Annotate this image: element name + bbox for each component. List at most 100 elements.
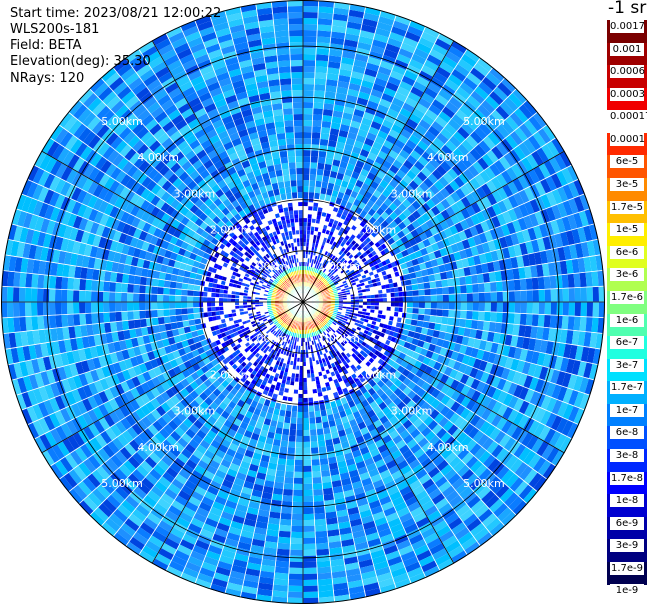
range-gate bbox=[420, 192, 431, 203]
range-gate bbox=[303, 90, 314, 97]
range-gate bbox=[327, 286, 332, 290]
range-gate bbox=[316, 30, 332, 38]
range-gate bbox=[520, 302, 527, 314]
range-gate bbox=[340, 246, 346, 253]
range-gate bbox=[345, 27, 361, 36]
range-gate bbox=[412, 108, 425, 119]
range-gate bbox=[342, 280, 347, 285]
range-gate bbox=[320, 283, 325, 287]
range-gate bbox=[320, 232, 326, 238]
range-gate bbox=[327, 182, 335, 190]
range-gate bbox=[430, 76, 445, 89]
range-gate bbox=[394, 302, 399, 307]
range-gate bbox=[379, 10, 396, 21]
range-gate bbox=[376, 104, 389, 114]
range-gate bbox=[313, 488, 324, 496]
range-gate bbox=[322, 268, 327, 273]
range-gate bbox=[318, 199, 325, 205]
range-gate bbox=[450, 202, 461, 214]
range-gate bbox=[364, 68, 378, 78]
range-gate bbox=[335, 253, 341, 259]
range-gate bbox=[496, 302, 503, 313]
range-gate bbox=[355, 160, 365, 169]
range-gate bbox=[348, 126, 359, 135]
range-gate bbox=[477, 81, 493, 96]
range-gate bbox=[306, 230, 311, 235]
range-gate bbox=[484, 166, 496, 180]
range-gate bbox=[442, 172, 454, 184]
range-gate bbox=[408, 58, 424, 71]
range-gate bbox=[274, 475, 285, 484]
range-gate bbox=[332, 206, 339, 213]
range-gate bbox=[331, 25, 347, 34]
range-gate bbox=[303, 389, 308, 394]
range-gate bbox=[573, 272, 581, 288]
range-gate bbox=[347, 259, 353, 265]
range-gate bbox=[330, 122, 341, 130]
range-gate bbox=[320, 132, 330, 140]
range-gate bbox=[556, 288, 563, 302]
range-gate bbox=[332, 110, 344, 119]
range-gate bbox=[436, 66, 451, 79]
range-gate bbox=[322, 224, 328, 230]
range-gate bbox=[328, 248, 333, 254]
range-gate bbox=[333, 280, 338, 284]
range-gate bbox=[353, 59, 367, 69]
range-gate bbox=[466, 310, 473, 320]
range-gate bbox=[303, 238, 307, 243]
range-gate bbox=[358, 187, 367, 197]
range-gate bbox=[434, 115, 448, 128]
range-gate bbox=[586, 286, 593, 302]
range-gate bbox=[303, 156, 311, 163]
range-gate bbox=[487, 132, 501, 146]
range-gate bbox=[500, 138, 514, 153]
range-gate bbox=[455, 86, 471, 100]
range-gate bbox=[445, 101, 459, 114]
range-gate bbox=[343, 143, 354, 152]
range-gate bbox=[389, 102, 402, 113]
range-gate bbox=[297, 411, 303, 418]
range-gate bbox=[324, 289, 329, 293]
range-gate bbox=[305, 246, 309, 251]
range-gate bbox=[290, 543, 303, 550]
range-gate bbox=[442, 56, 458, 69]
range-gate bbox=[322, 175, 330, 183]
range-gate bbox=[298, 393, 303, 398]
range-gate bbox=[409, 20, 426, 32]
range-gate bbox=[459, 104, 473, 118]
range-gate bbox=[353, 165, 363, 175]
range-gate bbox=[443, 227, 453, 238]
range-gate bbox=[482, 272, 490, 283]
range-gate bbox=[340, 118, 352, 127]
range-gate bbox=[329, 275, 335, 280]
range-gate bbox=[310, 144, 320, 151]
range-gate bbox=[466, 72, 482, 86]
range-gate bbox=[321, 278, 326, 283]
range-gate bbox=[482, 136, 496, 150]
range-gate bbox=[303, 150, 311, 157]
range-gate bbox=[490, 176, 503, 190]
range-gate bbox=[332, 287, 337, 291]
range-gate bbox=[509, 130, 523, 146]
range-gate bbox=[292, 397, 298, 402]
range-gate bbox=[369, 146, 380, 156]
range-gate bbox=[455, 199, 466, 211]
range-gate bbox=[470, 90, 485, 105]
range-gate bbox=[322, 285, 327, 289]
range-gate bbox=[310, 226, 315, 231]
range-gate bbox=[358, 35, 373, 45]
range-gate bbox=[346, 163, 356, 172]
range-gate bbox=[278, 530, 291, 538]
range-gate bbox=[472, 292, 479, 302]
range-gate bbox=[348, 274, 353, 279]
range-gate bbox=[470, 189, 482, 202]
range-gate bbox=[322, 259, 327, 264]
range-gate bbox=[311, 271, 315, 276]
range-gate bbox=[507, 194, 519, 209]
range-gate bbox=[291, 411, 298, 418]
range-gate bbox=[350, 120, 361, 129]
range-gate bbox=[320, 277, 325, 282]
range-gate bbox=[361, 117, 373, 127]
range-gate bbox=[476, 104, 491, 118]
range-gate bbox=[421, 114, 435, 126]
